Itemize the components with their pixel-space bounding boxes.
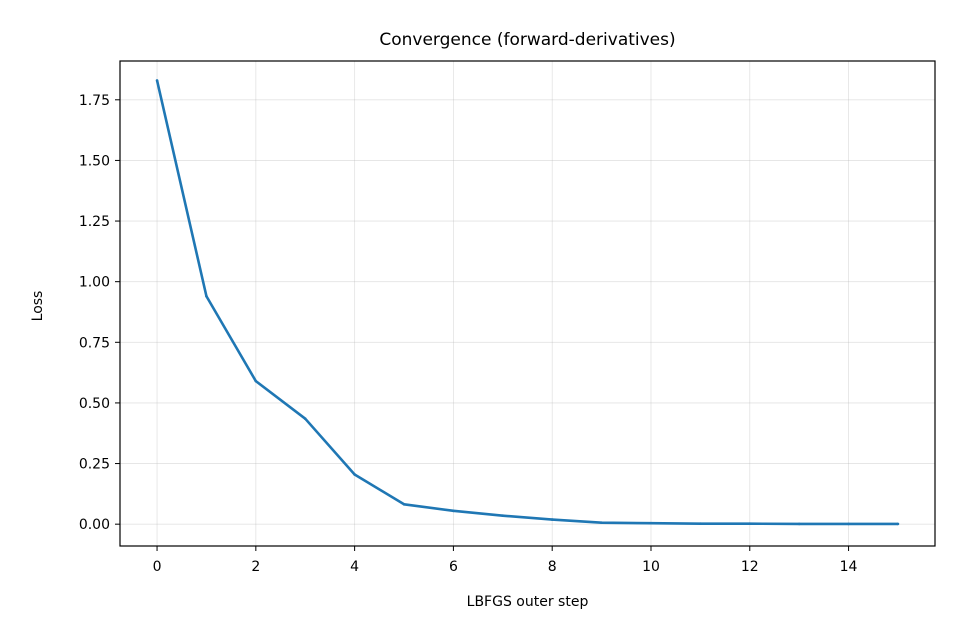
y-tick-label: 1.75 [79, 93, 110, 109]
x-tick-label: 6 [449, 559, 458, 575]
data-point [353, 473, 356, 476]
y-axis-label: Loss [30, 291, 46, 322]
y-tick-label: 1.00 [79, 275, 110, 291]
tick-layer: 0 2 4 6 8 10 12 14 0.00 0.25 0.50 0.75 1.00 1.25 1.50 1… [79, 93, 858, 575]
data-point [254, 379, 258, 383]
data-point [501, 514, 505, 517]
x-tick-label: 0 [153, 559, 162, 575]
data-point [748, 522, 752, 525]
y-tick-label: 0.50 [79, 396, 110, 412]
data-point [649, 521, 653, 525]
plot-frame [119, 60, 936, 547]
data-point [600, 521, 603, 525]
x-axis-label: LBFGS outer step [467, 594, 589, 610]
series-layer [155, 79, 900, 526]
grid-layer [120, 61, 935, 546]
x-tick-label: 4 [350, 559, 359, 575]
x-tick-label: 8 [548, 559, 557, 575]
x-tick-label: 12 [741, 559, 759, 575]
data-point [550, 518, 554, 521]
x-tick-label: 2 [251, 559, 260, 575]
y-tick-label: 0.75 [79, 335, 110, 351]
y-tick-label: 1.25 [79, 214, 110, 230]
data-point [155, 79, 159, 82]
series-line-0 [155, 80, 898, 526]
data-point [452, 509, 455, 513]
x-tick-label: 10 [642, 559, 660, 575]
chart-title: Convergence (forward-derivatives) [379, 30, 675, 50]
x-tick-label: 14 [840, 559, 858, 575]
data-point [402, 502, 406, 506]
data-point [205, 294, 208, 298]
data-point [847, 522, 850, 526]
data-point [797, 522, 801, 526]
y-tick-label: 0.00 [79, 517, 110, 533]
data-point [303, 417, 307, 420]
y-tick-label: 1.50 [79, 153, 110, 169]
data-point [896, 522, 900, 526]
data-point [699, 522, 702, 525]
y-tick-label: 0.25 [79, 457, 110, 473]
